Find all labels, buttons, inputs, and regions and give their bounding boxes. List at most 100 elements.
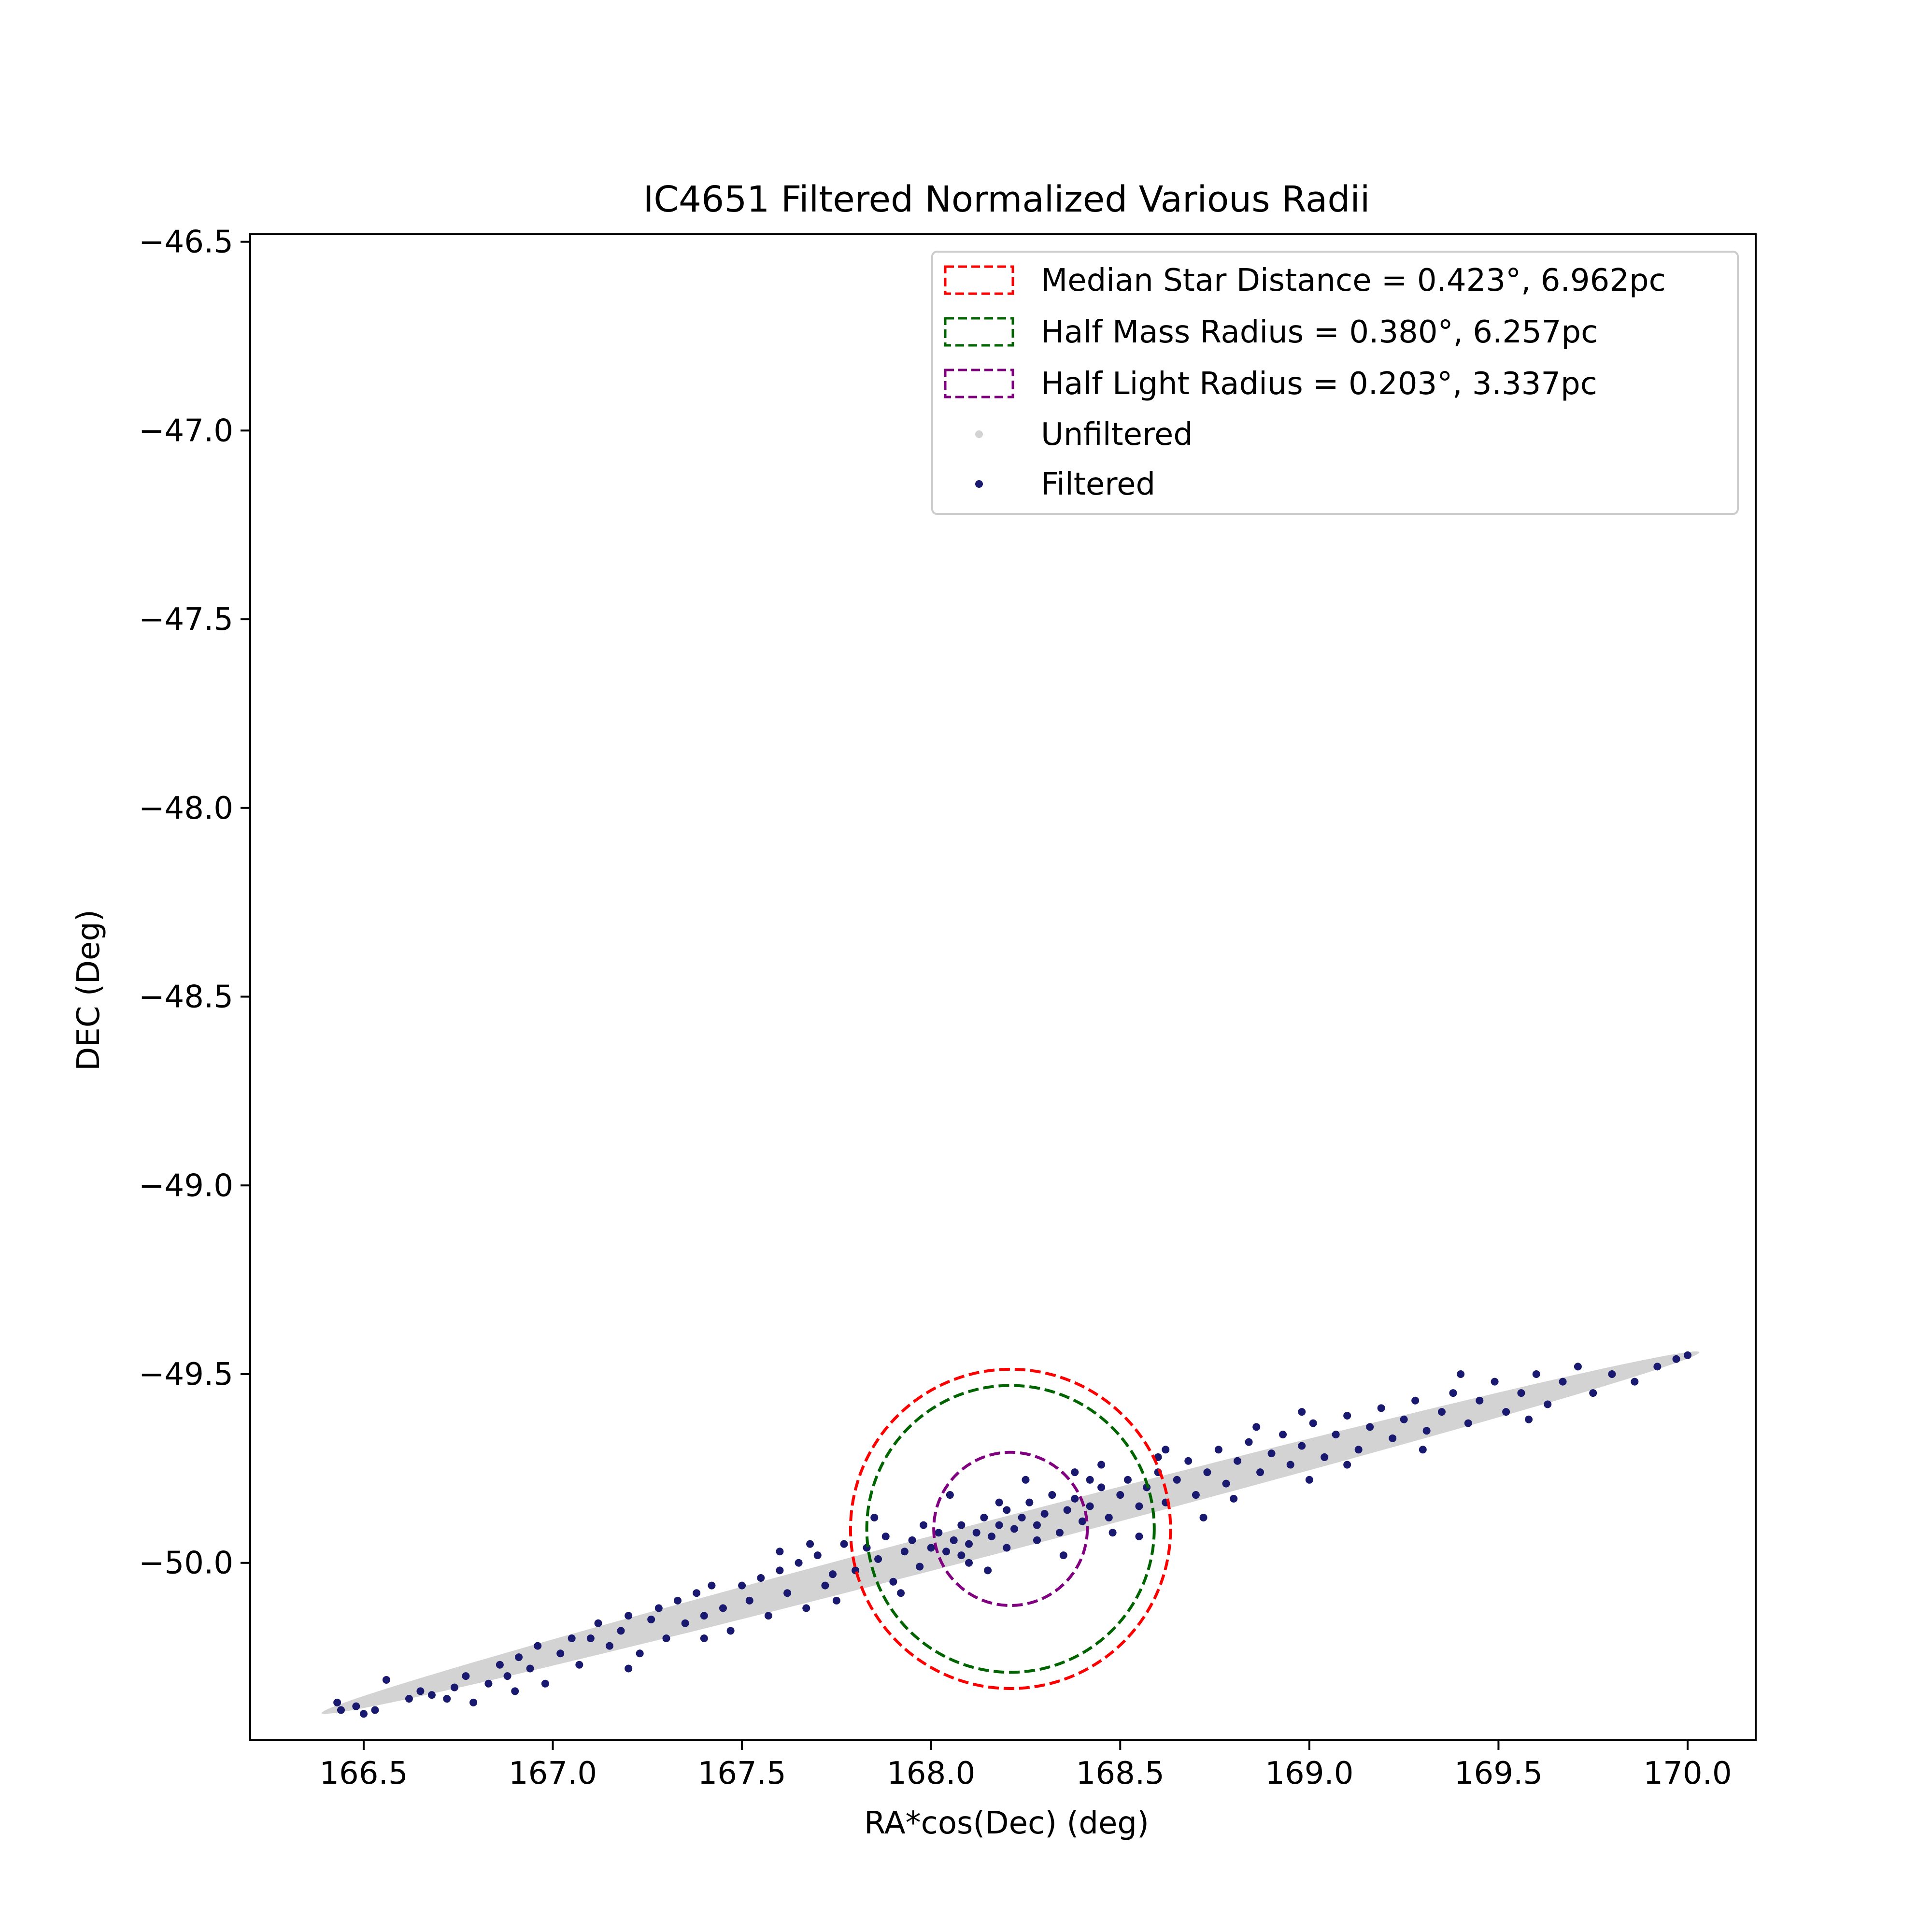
filtered-point: [662, 1634, 670, 1643]
x-tick-label: 168.5: [1076, 1756, 1165, 1791]
filtered-point: [1449, 1389, 1457, 1397]
filtered-point: [1502, 1408, 1510, 1416]
filtered-point: [1048, 1491, 1056, 1499]
legend-label: Filtered: [1041, 467, 1155, 502]
filtered-point: [795, 1559, 803, 1567]
filtered-point: [988, 1533, 996, 1541]
filtered-point: [1097, 1483, 1106, 1492]
filtered-point: [935, 1529, 943, 1537]
x-tick-label: 167.0: [509, 1756, 597, 1791]
filtered-point: [1309, 1419, 1317, 1427]
filtered-point: [1411, 1396, 1420, 1405]
legend-label: Unfiltered: [1041, 417, 1193, 453]
x-axis-label: RA*cos(Dec) (deg): [864, 1805, 1149, 1841]
filtered-point: [776, 1566, 784, 1575]
filtered-point: [1033, 1521, 1041, 1529]
filtered-point: [1517, 1389, 1525, 1397]
filtered-point: [1230, 1494, 1238, 1503]
filtered-point: [1086, 1476, 1094, 1484]
x-axis-ticks: 166.5 167.0 167.5 168.0 168.5 169.0 169.5 170.0: [319, 1740, 1732, 1791]
filtered-point: [1377, 1404, 1385, 1412]
legend-swatch: [944, 369, 1014, 398]
filtered-point: [1192, 1491, 1200, 1499]
filtered-point: [745, 1596, 753, 1605]
filtered-point: [681, 1619, 689, 1627]
filtered-point: [1464, 1419, 1472, 1427]
radius-circle: [865, 1384, 1156, 1674]
filtered-point: [916, 1563, 924, 1571]
filtered-point: [1684, 1351, 1692, 1359]
filtered-point: [881, 1533, 890, 1541]
filtered-point: [980, 1513, 988, 1521]
unfiltered-band: [322, 1351, 1700, 1714]
y-tick-label: −46.5: [139, 225, 233, 260]
filtered-point: [617, 1627, 625, 1635]
legend-swatch: [944, 265, 1014, 295]
filtered-point: [1400, 1415, 1408, 1423]
y-tick-label: −48.0: [139, 791, 233, 826]
filtered-point: [1222, 1479, 1230, 1488]
filtered-point: [840, 1540, 848, 1548]
filtered-point: [333, 1698, 341, 1706]
legend-box: [931, 251, 1739, 515]
filtered-point: [443, 1695, 451, 1703]
filtered-point: [1203, 1468, 1211, 1477]
filtered-point: [757, 1574, 765, 1582]
filtered-point: [1286, 1461, 1294, 1469]
x-tick-label: 169.0: [1265, 1756, 1353, 1791]
filtered-point: [496, 1661, 504, 1669]
filtered-point: [1574, 1363, 1582, 1371]
filtered-point: [450, 1683, 458, 1691]
filtered-point: [1279, 1431, 1287, 1439]
radius-circle: [849, 1367, 1172, 1690]
filtered-point: [427, 1691, 436, 1699]
filtered-point: [946, 1491, 954, 1499]
x-tick-label: 169.5: [1454, 1756, 1543, 1791]
radius-circle: [932, 1450, 1089, 1607]
filtered-point: [1422, 1427, 1431, 1435]
filtered-point: [1267, 1449, 1276, 1458]
filtered-point: [1086, 1502, 1094, 1510]
filtered-point: [405, 1695, 413, 1703]
filtered-point: [700, 1634, 708, 1643]
filtered-point: [1078, 1517, 1086, 1525]
filtered-point: [1252, 1423, 1261, 1431]
filtered-point: [1305, 1476, 1313, 1484]
filtered-point: [1173, 1476, 1181, 1484]
legend-marker: [975, 430, 983, 438]
filtered-point: [1063, 1506, 1071, 1514]
filtered-point: [1608, 1370, 1616, 1378]
y-tick-label: −47.0: [139, 413, 233, 449]
filtered-point: [1332, 1431, 1340, 1439]
filtered-point: [1457, 1370, 1465, 1378]
radius-circles: [849, 1367, 1172, 1690]
filtered-point: [965, 1540, 973, 1548]
filtered-point: [832, 1596, 840, 1605]
filtered-point: [382, 1676, 390, 1684]
x-tick-label: 170.0: [1643, 1756, 1732, 1791]
filtered-point: [1108, 1529, 1117, 1537]
filtered-point: [1123, 1476, 1132, 1484]
filtered-point: [776, 1548, 784, 1556]
filtered-point: [534, 1642, 542, 1650]
filtered-point: [1135, 1533, 1143, 1541]
filtered-point: [1135, 1502, 1143, 1510]
filtered-point: [942, 1548, 951, 1556]
filtered-point: [1055, 1529, 1064, 1537]
filtered-point: [1025, 1498, 1034, 1506]
y-tick-label: −48.5: [139, 980, 233, 1015]
filtered-point: [1559, 1378, 1567, 1386]
filtered-point: [371, 1706, 379, 1714]
filtered-point: [897, 1589, 905, 1597]
legend-label: Half Light Radius = 0.203°, 3.337pc: [1041, 366, 1597, 402]
filtered-point: [1199, 1513, 1208, 1521]
filtered-point: [1343, 1461, 1351, 1469]
filtered-point: [1010, 1525, 1018, 1533]
filtered-point: [337, 1706, 345, 1714]
filtered-point: [889, 1577, 897, 1586]
filtered-point: [1154, 1453, 1162, 1461]
y-tick-label: −50.0: [139, 1546, 233, 1581]
filtered-point: [1354, 1446, 1363, 1454]
filtered-point: [575, 1661, 583, 1669]
